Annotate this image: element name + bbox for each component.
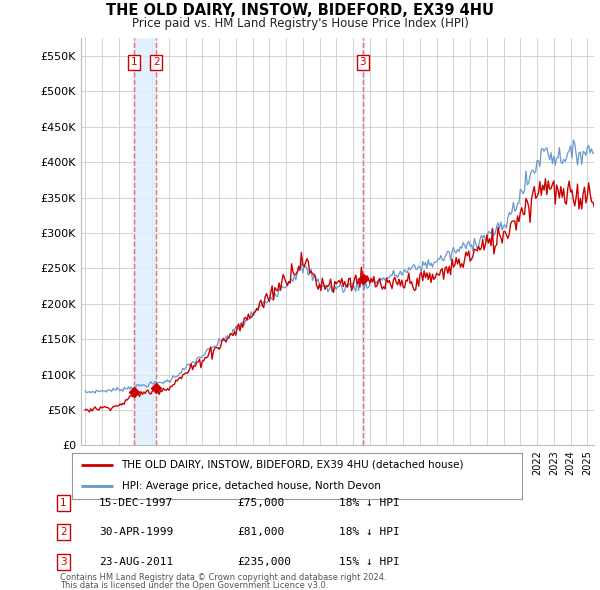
Text: This data is licensed under the Open Government Licence v3.0.: This data is licensed under the Open Gov… [60,581,328,590]
Text: Contains HM Land Registry data © Crown copyright and database right 2024.: Contains HM Land Registry data © Crown c… [60,572,386,582]
Text: 23-AUG-2011: 23-AUG-2011 [99,557,173,566]
Text: 30-APR-1999: 30-APR-1999 [99,527,173,537]
Text: 15% ↓ HPI: 15% ↓ HPI [339,557,400,566]
Text: 2: 2 [60,527,67,537]
Text: 3: 3 [60,557,67,566]
Text: Price paid vs. HM Land Registry's House Price Index (HPI): Price paid vs. HM Land Registry's House … [131,17,469,30]
Text: THE OLD DAIRY, INSTOW, BIDEFORD, EX39 4HU (detached house): THE OLD DAIRY, INSTOW, BIDEFORD, EX39 4H… [121,460,464,470]
Text: 15-DEC-1997: 15-DEC-1997 [99,498,173,507]
Text: 18% ↓ HPI: 18% ↓ HPI [339,527,400,537]
Text: 1: 1 [131,57,137,67]
Bar [362,38,364,445]
Text: 2: 2 [153,57,160,67]
Text: HPI: Average price, detached house, North Devon: HPI: Average price, detached house, Nort… [121,481,380,491]
Text: £81,000: £81,000 [237,527,284,537]
Text: £75,000: £75,000 [237,498,284,507]
Text: 1: 1 [60,498,67,507]
Text: 18% ↓ HPI: 18% ↓ HPI [339,498,400,507]
Text: THE OLD DAIRY, INSTOW, BIDEFORD, EX39 4HU: THE OLD DAIRY, INSTOW, BIDEFORD, EX39 4H… [106,3,494,18]
Bar [134,38,157,445]
Text: £235,000: £235,000 [237,557,291,566]
Text: 3: 3 [359,57,366,67]
